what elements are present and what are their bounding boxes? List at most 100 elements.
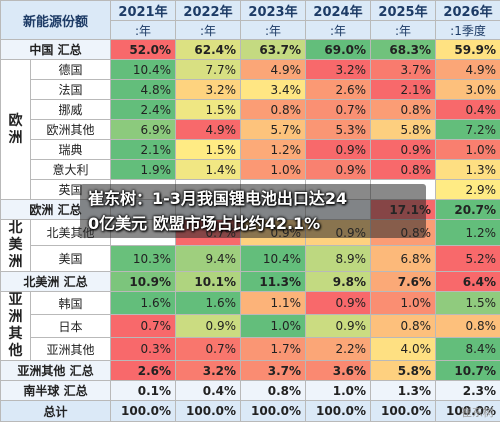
value-cell: 9.8% bbox=[305, 271, 372, 292]
value-cell: 0.1% bbox=[110, 380, 177, 401]
value-cell: 0.9% bbox=[370, 139, 437, 160]
table-row: 亚洲其他 韩国 1.6% 1.6% 1.1% 0.9% 1.0% 1.5% bbox=[0, 291, 500, 361]
period-header: :年 bbox=[175, 20, 242, 40]
value-cell: 4.0% bbox=[370, 337, 437, 361]
value-cell: 1.6% bbox=[175, 291, 242, 315]
value-cell: 100.0% bbox=[305, 400, 372, 422]
value-cell: 0.7% bbox=[110, 314, 177, 338]
value-cell: 0.8% bbox=[370, 219, 437, 246]
value-cell: 2.9% bbox=[435, 179, 500, 200]
watermark-text: 崔东树 bbox=[461, 406, 494, 419]
table-row: 欧洲其他 6.9% 4.9% 5.7% 5.3% 5.8% 7.2% bbox=[1, 119, 500, 140]
value-cell: 1.5% bbox=[175, 139, 242, 160]
value-cell: 2.3% bbox=[435, 380, 500, 401]
value-cell: 63.7% bbox=[240, 39, 307, 60]
value-cell: 1.5% bbox=[435, 291, 500, 315]
table-row: 挪威 2.4% 1.5% 0.8% 0.7% 0.8% 0.4% bbox=[1, 99, 500, 120]
value-cell: 3.4% bbox=[240, 79, 307, 100]
value-cell: 4.8% bbox=[110, 79, 177, 100]
value-cell: 3.0% bbox=[435, 79, 500, 100]
value-cell: 59.9% bbox=[435, 39, 500, 60]
value-cell: 1.4% bbox=[175, 159, 242, 180]
value-cell: 7.7% bbox=[175, 59, 242, 80]
year-header: 2026年 bbox=[435, 0, 500, 21]
row-label: 法国 bbox=[29, 79, 112, 100]
value-cell: 0.7% bbox=[175, 219, 242, 246]
table-row: 美国 10.3% 9.4% 10.4% 8.9% 6.8% 5.2% bbox=[1, 245, 500, 272]
value-cell: 10.7% bbox=[435, 360, 500, 381]
value-cell: 0.8% bbox=[370, 99, 437, 120]
value-cell bbox=[110, 199, 177, 220]
value-cell: 6.9% bbox=[110, 119, 177, 140]
table-row: 亚洲其他 0.3% 0.7% 1.7% 2.2% 4.0% 8.4% bbox=[1, 337, 500, 361]
value-cell: 20.7% bbox=[435, 199, 500, 220]
value-cell: 100.0% bbox=[435, 400, 500, 422]
value-cell: 100.0% bbox=[110, 400, 177, 422]
value-cell: 0.8% bbox=[240, 99, 307, 120]
table-row: 北美洲 汇总 10.9% 10.1% 11.3% 9.8% 7.6% 6.4% bbox=[0, 271, 500, 292]
value-cell: 8.4% bbox=[435, 337, 500, 361]
value-cell bbox=[110, 179, 177, 200]
year-header: 2023年 bbox=[240, 0, 307, 21]
value-cell: 0.9% bbox=[305, 314, 372, 338]
table-row: 英国 2.9% bbox=[1, 179, 500, 200]
value-cell: 0.8% bbox=[370, 314, 437, 338]
value-cell: 4.9% bbox=[240, 59, 307, 80]
value-cell: 3.2% bbox=[175, 360, 242, 381]
value-cell bbox=[305, 179, 372, 200]
region-label-north-america: 北美洲 bbox=[0, 219, 31, 272]
value-cell: 0.9% bbox=[305, 291, 372, 315]
value-cell: 8.9% bbox=[305, 245, 372, 272]
value-cell: 3.2% bbox=[305, 59, 372, 80]
value-cell bbox=[175, 199, 242, 220]
year-header: 2021年 bbox=[110, 0, 177, 21]
value-cell bbox=[305, 199, 372, 220]
value-cell: 5.8% bbox=[370, 119, 437, 140]
row-label: 德国 bbox=[29, 59, 112, 80]
value-cell: 100.0% bbox=[240, 400, 307, 422]
value-cell: 68.3% bbox=[370, 39, 437, 60]
value-cell: 1.7% bbox=[240, 337, 307, 361]
value-cell: 1.0% bbox=[240, 159, 307, 180]
value-cell: 10.4% bbox=[240, 245, 307, 272]
region-label-europe: 欧洲 bbox=[0, 59, 31, 200]
value-cell: 2.6% bbox=[305, 79, 372, 100]
value-cell: 5.8% bbox=[370, 360, 437, 381]
value-cell: 2.2% bbox=[305, 337, 372, 361]
row-label: 中国 汇总 bbox=[0, 39, 112, 60]
table-row: 法国 4.8% 3.2% 3.4% 2.6% 2.1% 3.0% bbox=[1, 79, 500, 100]
value-cell: 1.9% bbox=[110, 159, 177, 180]
value-cell: 1.1% bbox=[240, 291, 307, 315]
value-cell: 0.9% bbox=[305, 139, 372, 160]
row-label: 南半球 汇总 bbox=[0, 380, 112, 401]
value-cell: 0.8% bbox=[370, 159, 437, 180]
row-label: 意大利 bbox=[29, 159, 112, 180]
value-cell: 10.4% bbox=[110, 59, 177, 80]
row-label: 挪威 bbox=[29, 99, 112, 120]
row-label: 北美其他 bbox=[29, 219, 112, 246]
row-label: 亚洲其他 bbox=[29, 337, 112, 361]
table-row: 瑞典 2.1% 1.5% 1.2% 0.9% 0.9% 1.0% bbox=[1, 139, 500, 160]
corner-label: 新能源份额 bbox=[0, 0, 112, 40]
value-cell: 2.4% bbox=[110, 99, 177, 120]
row-label: 欧洲其他 bbox=[29, 119, 112, 140]
value-cell: 100.0% bbox=[370, 400, 437, 422]
value-cell: 1.3% bbox=[370, 380, 437, 401]
period-header: :年 bbox=[370, 20, 437, 40]
value-cell: 100.0% bbox=[175, 400, 242, 422]
value-cell: 0.9% bbox=[175, 314, 242, 338]
value-cell: 5.2% bbox=[435, 245, 500, 272]
row-label: 总计 bbox=[0, 400, 112, 422]
value-cell: 17.1% bbox=[370, 199, 437, 220]
value-cell: 3.2% bbox=[175, 79, 242, 100]
year-header: 2022年 bbox=[175, 0, 242, 21]
row-label: 欧洲 汇总 bbox=[0, 199, 112, 220]
value-cell: 11.3% bbox=[240, 271, 307, 292]
value-cell bbox=[240, 199, 307, 220]
row-label: 瑞典 bbox=[29, 139, 112, 160]
value-cell: 52.0% bbox=[110, 39, 177, 60]
row-label: 韩国 bbox=[29, 291, 112, 315]
value-cell: 2.1% bbox=[370, 79, 437, 100]
value-cell: 3.7% bbox=[240, 360, 307, 381]
